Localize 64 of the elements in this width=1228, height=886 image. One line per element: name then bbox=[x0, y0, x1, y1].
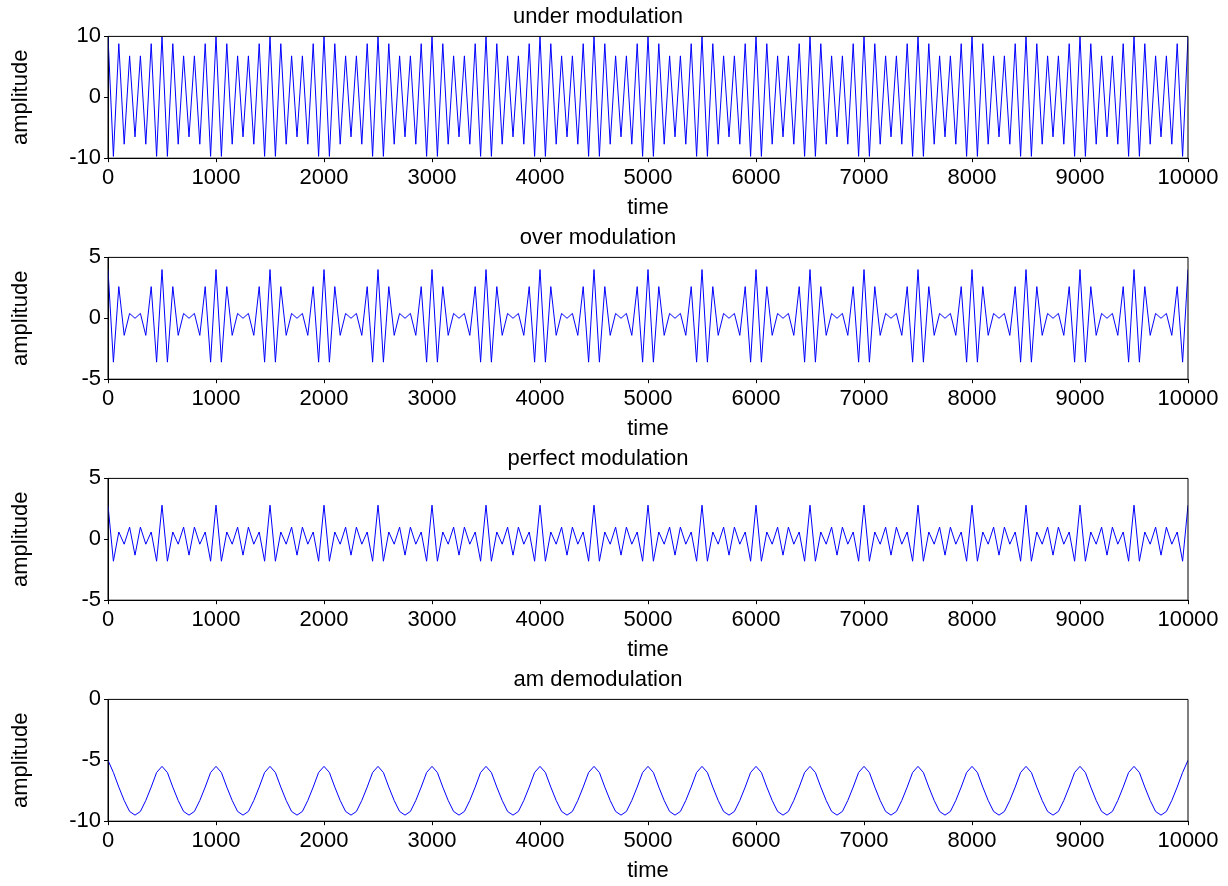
x-tick-label: 7000 bbox=[839, 164, 889, 190]
y-tick-label: -5 bbox=[81, 586, 101, 612]
x-tick-label: 9000 bbox=[1055, 827, 1105, 853]
y-tick-label: 5 bbox=[88, 464, 101, 490]
x-tick-label: 1000 bbox=[191, 385, 241, 411]
x-tick-label: 5000 bbox=[623, 164, 673, 190]
x-tick-label: 3000 bbox=[407, 606, 457, 632]
x-tick-label: 7000 bbox=[839, 606, 889, 632]
x-tick-label: 8000 bbox=[947, 385, 997, 411]
x-tick-label: 9000 bbox=[1055, 164, 1105, 190]
x-tick-label: 10000 bbox=[1157, 827, 1219, 853]
x-tick-label: 7000 bbox=[839, 385, 889, 411]
x-tick-label: 10000 bbox=[1157, 164, 1219, 190]
y-axis-title: amplitude bbox=[7, 270, 33, 366]
x-tick-label: 4000 bbox=[515, 164, 565, 190]
y-tick-label: 10 bbox=[76, 22, 101, 48]
chart-title: perfect modulation bbox=[507, 445, 689, 471]
y-tick-label: -5 bbox=[81, 746, 101, 772]
x-tick-label: 2000 bbox=[299, 164, 349, 190]
x-tick-label: 1000 bbox=[191, 606, 241, 632]
x-tick-label: 4000 bbox=[515, 827, 565, 853]
x-tick-label: 6000 bbox=[731, 385, 781, 411]
x-tick-label: 5000 bbox=[623, 606, 673, 632]
x-tick-label: 3000 bbox=[407, 827, 457, 853]
x-tick-label: 9000 bbox=[1055, 385, 1105, 411]
chart-title: over modulation bbox=[519, 224, 677, 250]
x-tick-label: 2000 bbox=[299, 385, 349, 411]
chart-title: am demodulation bbox=[513, 666, 683, 692]
x-tick-label: 8000 bbox=[947, 164, 997, 190]
x-tick-label: 1000 bbox=[191, 827, 241, 853]
x-tick-label: 6000 bbox=[731, 827, 781, 853]
y-tick-label: 0 bbox=[88, 83, 101, 109]
y-axis-title: amplitude bbox=[7, 49, 33, 145]
x-tick-label: 8000 bbox=[947, 827, 997, 853]
y-tick-label: 0 bbox=[88, 525, 101, 551]
x-tick-label: 3000 bbox=[407, 164, 457, 190]
y-axis-title: amplitude bbox=[7, 712, 33, 808]
x-tick-label: 5000 bbox=[623, 385, 673, 411]
x-tick-label: 6000 bbox=[731, 606, 781, 632]
y-tick-label: -10 bbox=[69, 807, 101, 833]
x-tick-label: 6000 bbox=[731, 164, 781, 190]
x-tick-label: 2000 bbox=[299, 827, 349, 853]
x-axis-title: time bbox=[627, 856, 669, 882]
x-tick-label: 4000 bbox=[515, 385, 565, 411]
x-tick-label: 1000 bbox=[191, 164, 241, 190]
x-tick-label: 7000 bbox=[839, 827, 889, 853]
x-axis-title: time bbox=[627, 635, 669, 661]
y-tick-label: -5 bbox=[81, 365, 101, 391]
y-tick-label: 5 bbox=[88, 243, 101, 269]
x-axis-title: time bbox=[627, 414, 669, 440]
x-tick-label: 3000 bbox=[407, 385, 457, 411]
x-tick-label: 8000 bbox=[947, 606, 997, 632]
y-tick-label: 0 bbox=[88, 304, 101, 330]
x-tick-label: 9000 bbox=[1055, 606, 1105, 632]
chart-title: under modulation bbox=[512, 3, 684, 29]
x-tick-label: 10000 bbox=[1157, 606, 1219, 632]
x-tick-label: 5000 bbox=[623, 827, 673, 853]
y-tick-label: -10 bbox=[69, 144, 101, 170]
x-tick-label: 4000 bbox=[515, 606, 565, 632]
x-tick-label: 2000 bbox=[299, 606, 349, 632]
y-axis-title: amplitude bbox=[7, 491, 33, 587]
y-tick-label: 0 bbox=[88, 685, 101, 711]
x-axis-title: time bbox=[627, 193, 669, 219]
x-tick-label: 10000 bbox=[1157, 385, 1219, 411]
